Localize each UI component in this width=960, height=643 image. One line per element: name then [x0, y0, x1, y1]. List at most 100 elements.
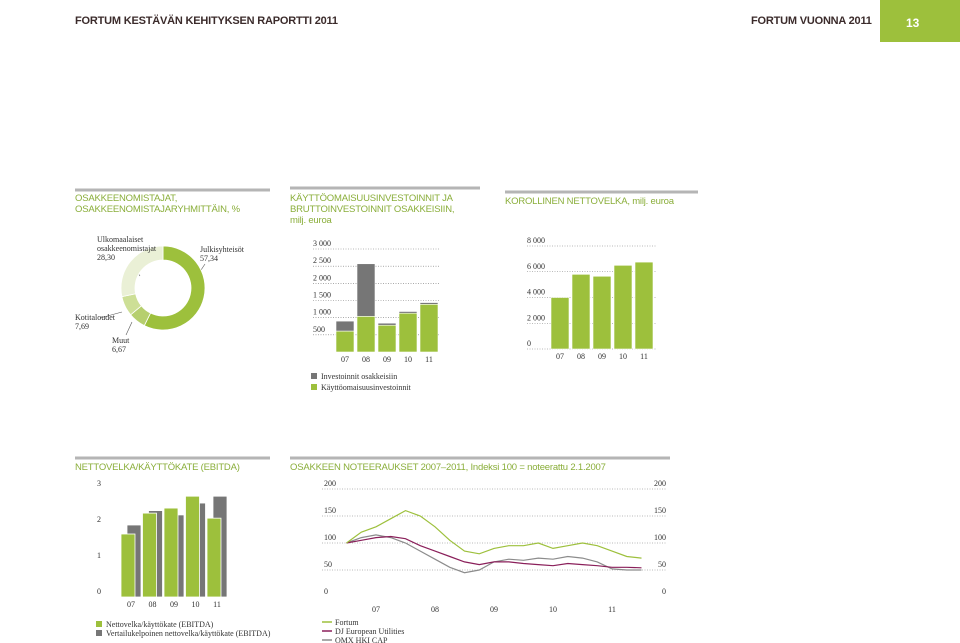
x-tick-label: 08	[577, 352, 585, 361]
legend-label: Vertailukelpoinen nettovelka/käyttökate …	[106, 629, 271, 638]
y-tick-label: 200	[654, 479, 666, 488]
bar	[550, 297, 570, 350]
bar	[571, 274, 591, 350]
legend-label: Investoinnit osakkeisiin	[321, 372, 397, 381]
slice-label: Muut	[112, 336, 130, 345]
y-tick-label: 3 000	[313, 239, 331, 248]
header-section: FORTUM VUONNA 2011	[751, 15, 872, 27]
y-tick-label: 6 000	[527, 262, 545, 271]
x-tick-label: 09	[170, 600, 178, 609]
x-tick-label: 07	[127, 600, 135, 609]
slice-label: Julkisyhteisöt	[200, 245, 245, 254]
x-tick-label: 09	[383, 355, 391, 364]
x-tick-label: 07	[341, 355, 349, 364]
y-tick-label: 1 500	[313, 291, 331, 300]
legend-swatch	[311, 384, 317, 390]
legend-swatch	[96, 630, 102, 636]
x-tick-label: 09	[490, 605, 498, 614]
bar	[398, 312, 418, 353]
bar	[419, 302, 439, 305]
x-tick-label: 10	[192, 600, 200, 609]
y-tick-label: 2 500	[313, 256, 331, 265]
x-tick-label: 07	[372, 605, 380, 614]
y-tick-label: 3	[97, 479, 101, 488]
chart-title: OSAKKEEN NOTEERAUKSET 2007–2011, Indeksi…	[290, 462, 606, 473]
line-series	[346, 509, 642, 559]
x-tick-label: 11	[213, 600, 221, 609]
x-tick-label: 11	[640, 352, 648, 361]
pie-slice	[120, 245, 164, 298]
y-tick-label: 8 000	[527, 236, 545, 245]
y-tick-label: 0	[97, 587, 101, 596]
bar	[356, 263, 376, 317]
slice-value: 57,34	[200, 254, 218, 263]
slice-value: 6,67	[112, 345, 126, 354]
y-tick-label: 50	[658, 560, 666, 569]
x-tick-label: 08	[149, 600, 157, 609]
legend-label: DJ European Utilities	[335, 627, 404, 636]
slice-label: Kotitaloudet	[75, 313, 115, 322]
bar	[634, 261, 654, 350]
chart-title: NETTOVELKA/KÄYTTÖKATE (EBITDA)	[75, 462, 240, 473]
y-tick-label: 0	[324, 587, 328, 596]
y-tick-label: 1	[97, 551, 101, 560]
bar	[613, 265, 633, 350]
y-tick-label: 2	[97, 515, 101, 524]
line-series	[346, 534, 642, 574]
bar	[419, 303, 439, 353]
x-tick-label: 10	[404, 355, 412, 364]
x-tick-label: 11	[425, 355, 433, 364]
bar	[163, 507, 179, 598]
leader-line	[125, 321, 133, 336]
y-tick-label: 2 000	[527, 313, 545, 322]
page-number-box	[880, 0, 960, 42]
slice-value: 7,69	[75, 322, 89, 331]
bar	[592, 275, 612, 350]
x-tick-label: 11	[608, 605, 616, 614]
y-tick-label: 150	[654, 506, 666, 515]
chart-title: KOROLLINEN NETTOVELKA, milj. euroa	[505, 196, 674, 207]
y-tick-label: 200	[324, 479, 336, 488]
y-tick-label: 50	[324, 560, 332, 569]
bar	[185, 495, 200, 598]
y-tick-label: 100	[324, 533, 336, 542]
chart-title: KÄYTTÖOMAISUUSINVESTOINNIT JA BRUTTOINVE…	[290, 193, 455, 226]
bar	[398, 311, 418, 314]
page-number: 13	[906, 16, 920, 30]
legend-swatch	[96, 621, 102, 627]
x-tick-label: 09	[598, 352, 606, 361]
chart-title: OSAKKEENOMISTAJAT, OSAKKEENOMISTAJARYHMI…	[75, 193, 240, 215]
slice-label: Ulkomaalaiset osakkeenomistajat	[97, 235, 157, 253]
bar	[120, 533, 136, 598]
legend-label: Nettovelka/käyttökate (EBITDA)	[106, 620, 214, 629]
y-tick-label: 0	[662, 587, 666, 596]
y-tick-label: 100	[654, 533, 666, 542]
slice-value: 28,30	[97, 253, 115, 262]
line-series	[346, 535, 642, 569]
y-tick-label: 2 000	[313, 273, 331, 282]
legend-label: Fortum	[335, 618, 359, 627]
bar	[377, 322, 397, 326]
header-title: FORTUM KESTÄVÄN KEHITYKSEN RAPORTTI 2011	[75, 15, 338, 27]
bar	[206, 517, 222, 598]
x-tick-label: 08	[362, 355, 370, 364]
bar	[377, 324, 397, 353]
y-tick-label: 0	[527, 339, 531, 348]
x-tick-label: 07	[556, 352, 564, 361]
legend-swatch	[311, 373, 317, 379]
bar	[335, 320, 355, 332]
leader-line	[99, 311, 123, 319]
bar	[142, 512, 157, 598]
pie-slice	[143, 245, 206, 331]
x-tick-label: 08	[431, 605, 439, 614]
bar	[335, 330, 355, 353]
y-tick-label: 1 000	[313, 308, 331, 317]
x-tick-label: 10	[549, 605, 557, 614]
y-tick-label: 150	[324, 506, 336, 515]
bar	[356, 315, 376, 353]
y-tick-label: 4 000	[527, 288, 545, 297]
y-tick-label: 500	[313, 325, 325, 334]
x-tick-label: 10	[619, 352, 627, 361]
